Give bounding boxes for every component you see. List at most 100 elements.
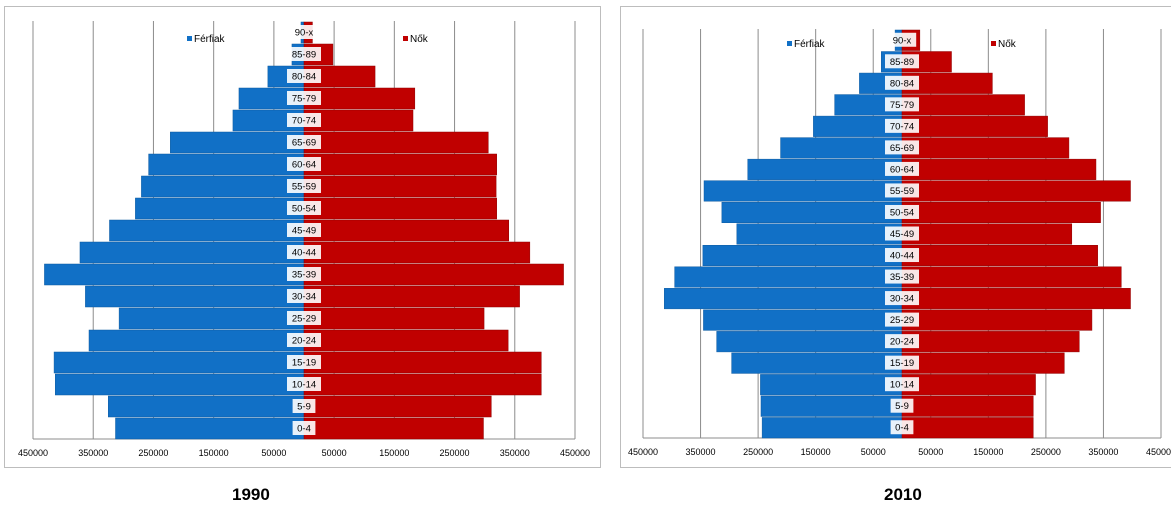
x-tick-label: 250000 (138, 448, 168, 458)
bar-female-15-19 (901, 352, 1065, 374)
category-label: 80-84 (890, 78, 914, 89)
category-label: 85-89 (890, 57, 914, 68)
pyramid-chart-2010: 450000 350000 250000 150000 50000 50000 150000… (628, 29, 1171, 457)
bar-female-0-4 (303, 417, 484, 440)
chart-panel-1990: 450000 350000 250000 150000 50000 50000 150000… (4, 6, 601, 468)
bar-male-50-54 (135, 197, 305, 220)
bar-female-25-29 (303, 307, 485, 330)
category-label-bg (287, 267, 321, 281)
category-label: 35-39 (292, 270, 316, 281)
bar-male-40-44 (79, 241, 305, 264)
bar-male-45-49 (736, 223, 903, 245)
category-label-bg (885, 226, 919, 241)
category-label: 90-x (295, 28, 314, 39)
x-tick-label: 150000 (199, 448, 229, 458)
bar-male-25-29 (703, 309, 903, 331)
category-label-bg (890, 398, 914, 413)
bar-female-35-39 (901, 266, 1122, 288)
category-label: 45-49 (292, 226, 316, 237)
bar-female-50-54 (901, 201, 1101, 223)
category-label: 40-44 (890, 251, 914, 262)
bar-male-55-59 (141, 175, 305, 198)
category-label: 80-84 (292, 72, 316, 83)
legend-swatch-female (403, 36, 408, 41)
category-label-bg (287, 333, 321, 347)
category-label-bg (287, 223, 321, 237)
category-label: 25-29 (890, 315, 914, 326)
bar-male-60-64 (148, 153, 305, 176)
category-label: 70-74 (890, 121, 914, 132)
bar-female-40-44 (901, 245, 1098, 267)
bar-male-10-14 (55, 373, 305, 396)
x-tick-label: 150000 (379, 448, 409, 458)
category-label: 30-34 (890, 294, 914, 305)
x-tick-label: 50000 (918, 447, 943, 457)
bar-female-15-19 (303, 351, 542, 374)
bar-female-60-64 (303, 153, 497, 176)
category-label: 55-59 (890, 186, 914, 197)
bar-female-45-49 (303, 219, 510, 242)
category-label-bg (885, 355, 919, 370)
category-label: 10-14 (292, 380, 316, 391)
category-label: 35-39 (890, 272, 914, 283)
category-label: 85-89 (292, 50, 316, 61)
bar-male-5-9 (760, 395, 903, 417)
x-tick-label: 350000 (686, 447, 716, 457)
category-label: 40-44 (292, 248, 316, 259)
bar-male-20-24 (88, 329, 305, 352)
bar-male-45-49 (109, 219, 305, 242)
bar-male-50-54 (721, 201, 903, 223)
category-label-bg (885, 118, 919, 133)
category-label-bg (890, 420, 914, 435)
category-label-bg (885, 334, 919, 349)
category-label: 20-24 (890, 337, 914, 348)
category-label: 5-9 (297, 402, 311, 413)
category-label-bg (287, 135, 321, 149)
bar-female-45-49 (901, 223, 1073, 245)
category-label: 50-54 (890, 207, 914, 218)
category-label: 60-64 (292, 160, 316, 171)
x-tick-label: 50000 (261, 448, 286, 458)
bar-female-65-69 (901, 137, 1070, 159)
bar-male-20-24 (716, 331, 903, 353)
category-label-bg (287, 157, 321, 171)
category-label: 15-19 (292, 358, 316, 369)
x-tick-label: 450000 (1146, 447, 1171, 457)
category-label: 30-34 (292, 292, 316, 303)
category-label: 50-54 (292, 204, 316, 215)
bar-male-65-69 (780, 137, 903, 159)
x-tick-label: 450000 (560, 448, 590, 458)
bar-female-50-54 (303, 197, 497, 220)
bar-female-20-24 (303, 329, 509, 352)
chart-title-2010: 2010 (884, 485, 922, 504)
bar-female-40-44 (303, 241, 531, 264)
category-label-bg (287, 289, 321, 303)
category-label: 5-9 (895, 401, 909, 412)
legend-swatch-male (787, 41, 792, 46)
bar-female-25-29 (901, 309, 1093, 331)
category-label-bg (292, 399, 316, 413)
bar-female-10-14 (303, 373, 542, 396)
bar-male-55-59 (703, 180, 903, 202)
bar-female-30-34 (901, 288, 1131, 310)
bar-male-35-39 (674, 266, 903, 288)
x-tick-label: 150000 (973, 447, 1003, 457)
x-tick-label: 350000 (78, 448, 108, 458)
category-label: 75-79 (890, 100, 914, 111)
category-label: 70-74 (292, 116, 316, 127)
x-tick-label: 350000 (1088, 447, 1118, 457)
pyramid-chart-1990: 450000 350000 250000 150000 50000 50000 150000… (18, 21, 590, 458)
x-tick-label: 150000 (801, 447, 831, 457)
bar-male-15-19 (731, 352, 903, 374)
category-label: 10-14 (890, 380, 914, 391)
category-label-bg (885, 291, 919, 306)
category-label: 65-69 (292, 138, 316, 149)
category-label-bg (287, 201, 321, 215)
category-label-bg (287, 113, 321, 127)
chart-title-1990: 1990 (232, 485, 270, 504)
bar-male-25-29 (118, 307, 305, 330)
category-label-bg (885, 269, 919, 284)
x-tick-label: 250000 (1031, 447, 1061, 457)
bar-male-35-39 (44, 263, 305, 286)
bar-female-65-69 (303, 131, 489, 154)
